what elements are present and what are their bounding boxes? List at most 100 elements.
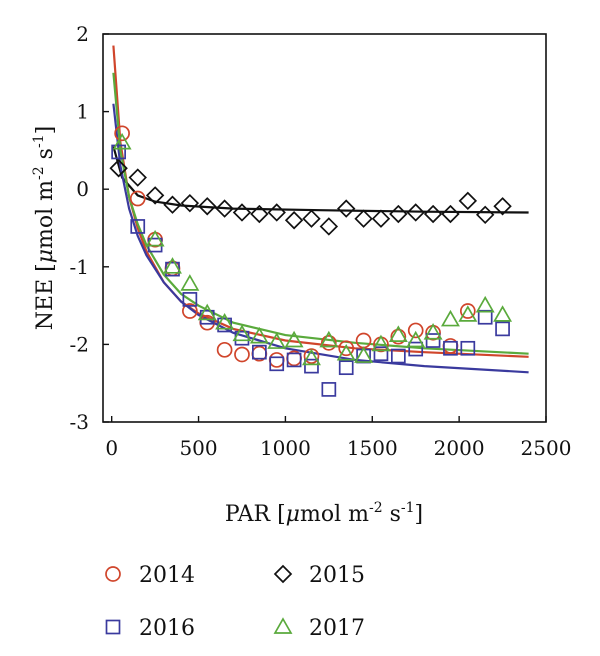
x-tick-label: 0 — [105, 436, 118, 460]
point-2017 — [319, 330, 339, 348]
point-2016 — [390, 348, 406, 364]
point-2015 — [493, 197, 512, 216]
point-2016 — [338, 360, 354, 376]
y-tick-label: 2 — [76, 22, 89, 46]
legend-marker-2016 — [105, 619, 121, 635]
x-tick-label: 500 — [179, 436, 217, 460]
point-2015 — [406, 203, 425, 222]
point-2016 — [460, 340, 476, 356]
point-2014 — [459, 303, 476, 319]
point-2015 — [180, 193, 200, 213]
point-2015 — [337, 199, 356, 218]
y-axis-title: NEE [μmol m-2 s-1] — [31, 126, 58, 330]
y-tick-label: -2 — [70, 332, 89, 356]
x-tick-label: 1000 — [260, 436, 311, 460]
point-2015 — [475, 205, 495, 225]
point-2016 — [408, 341, 424, 357]
point-2017 — [232, 324, 252, 342]
point-2014 — [114, 125, 130, 142]
y-axis-ticks: -3 -2 -1 0 1 2 — [70, 22, 109, 434]
point-2016 — [443, 340, 458, 356]
x-tick-label: 2000 — [434, 436, 485, 460]
point-2016 — [252, 344, 267, 360]
point-2014 — [355, 332, 372, 349]
point-2015 — [232, 203, 252, 222]
point-2015 — [215, 199, 234, 218]
point-2016 — [111, 144, 126, 160]
point-2015 — [441, 204, 460, 224]
point-2014 — [129, 190, 146, 207]
point-2017 — [354, 346, 374, 363]
point-2016 — [495, 321, 510, 337]
point-2017 — [163, 257, 182, 274]
point-2017 — [406, 330, 426, 348]
point-2014 — [182, 303, 198, 319]
point-2016 — [269, 356, 285, 372]
y-tick-label: -3 — [70, 410, 89, 434]
point-2017 — [493, 305, 513, 322]
legend: 2014 2015 2016 2017 — [105, 563, 365, 641]
point-2017 — [112, 132, 132, 150]
legend-label-2016: 2016 — [139, 616, 195, 641]
point-2015 — [319, 217, 339, 236]
point-2015 — [109, 159, 128, 178]
point-2017 — [458, 305, 478, 322]
legend-marker-2017 — [273, 617, 293, 634]
point-2017 — [197, 303, 217, 321]
point-2017 — [371, 334, 391, 352]
point-2015 — [423, 204, 443, 224]
point-2016 — [321, 382, 337, 397]
point-2015 — [267, 203, 286, 222]
point-2015 — [458, 191, 478, 211]
legend-marker-2014 — [105, 566, 121, 582]
point-2016 — [373, 346, 389, 362]
plot-frame — [102, 33, 547, 423]
x-axis-ticks: 0 500 1000 1500 2000 2500 — [105, 416, 571, 460]
fit-lines — [112, 45, 529, 374]
x-axis-title: PAR [μmol m-2 s-1] — [225, 500, 423, 527]
point-2017 — [388, 325, 408, 342]
point-2016 — [182, 292, 198, 307]
point-2015 — [163, 195, 182, 214]
point-2017 — [336, 343, 356, 361]
point-2017 — [180, 274, 200, 291]
point-2015 — [371, 209, 391, 228]
y-tick-label: 1 — [76, 100, 89, 124]
plot-area — [102, 33, 547, 423]
point-2015 — [198, 197, 217, 216]
point-2016 — [304, 358, 319, 374]
fit-line-2015 — [112, 146, 529, 214]
point-2014 — [234, 346, 250, 363]
point-2015 — [145, 186, 165, 205]
point-2014 — [338, 340, 355, 357]
point-2016 — [425, 333, 441, 348]
legend-marker-2015 — [273, 564, 293, 584]
point-2016 — [477, 309, 493, 325]
point-2014 — [268, 352, 285, 368]
point-2015 — [128, 168, 147, 187]
point-2015 — [250, 204, 269, 224]
y-tick-label: 0 — [76, 177, 89, 201]
point-2014 — [320, 334, 337, 351]
point-2015 — [284, 211, 304, 230]
point-2015 — [302, 209, 321, 228]
x-tick-label: 1500 — [347, 436, 398, 460]
point-2017 — [440, 309, 460, 327]
point-2017 — [267, 332, 287, 349]
point-2017 — [423, 323, 443, 340]
point-2016 — [130, 219, 146, 234]
legend-label-2015: 2015 — [309, 563, 365, 588]
point-2017 — [475, 295, 495, 313]
y-tick-label: -1 — [70, 255, 89, 279]
point-2016 — [286, 352, 302, 368]
point-2017 — [215, 312, 235, 330]
point-2014 — [216, 341, 233, 358]
point-2015 — [354, 209, 373, 228]
point-2014 — [390, 328, 407, 345]
legend-label-2017: 2017 — [309, 616, 365, 641]
fit-line-2016 — [112, 103, 529, 374]
legend-label-2014: 2014 — [139, 563, 195, 588]
point-2014 — [407, 322, 424, 339]
data-markers — [109, 125, 513, 397]
